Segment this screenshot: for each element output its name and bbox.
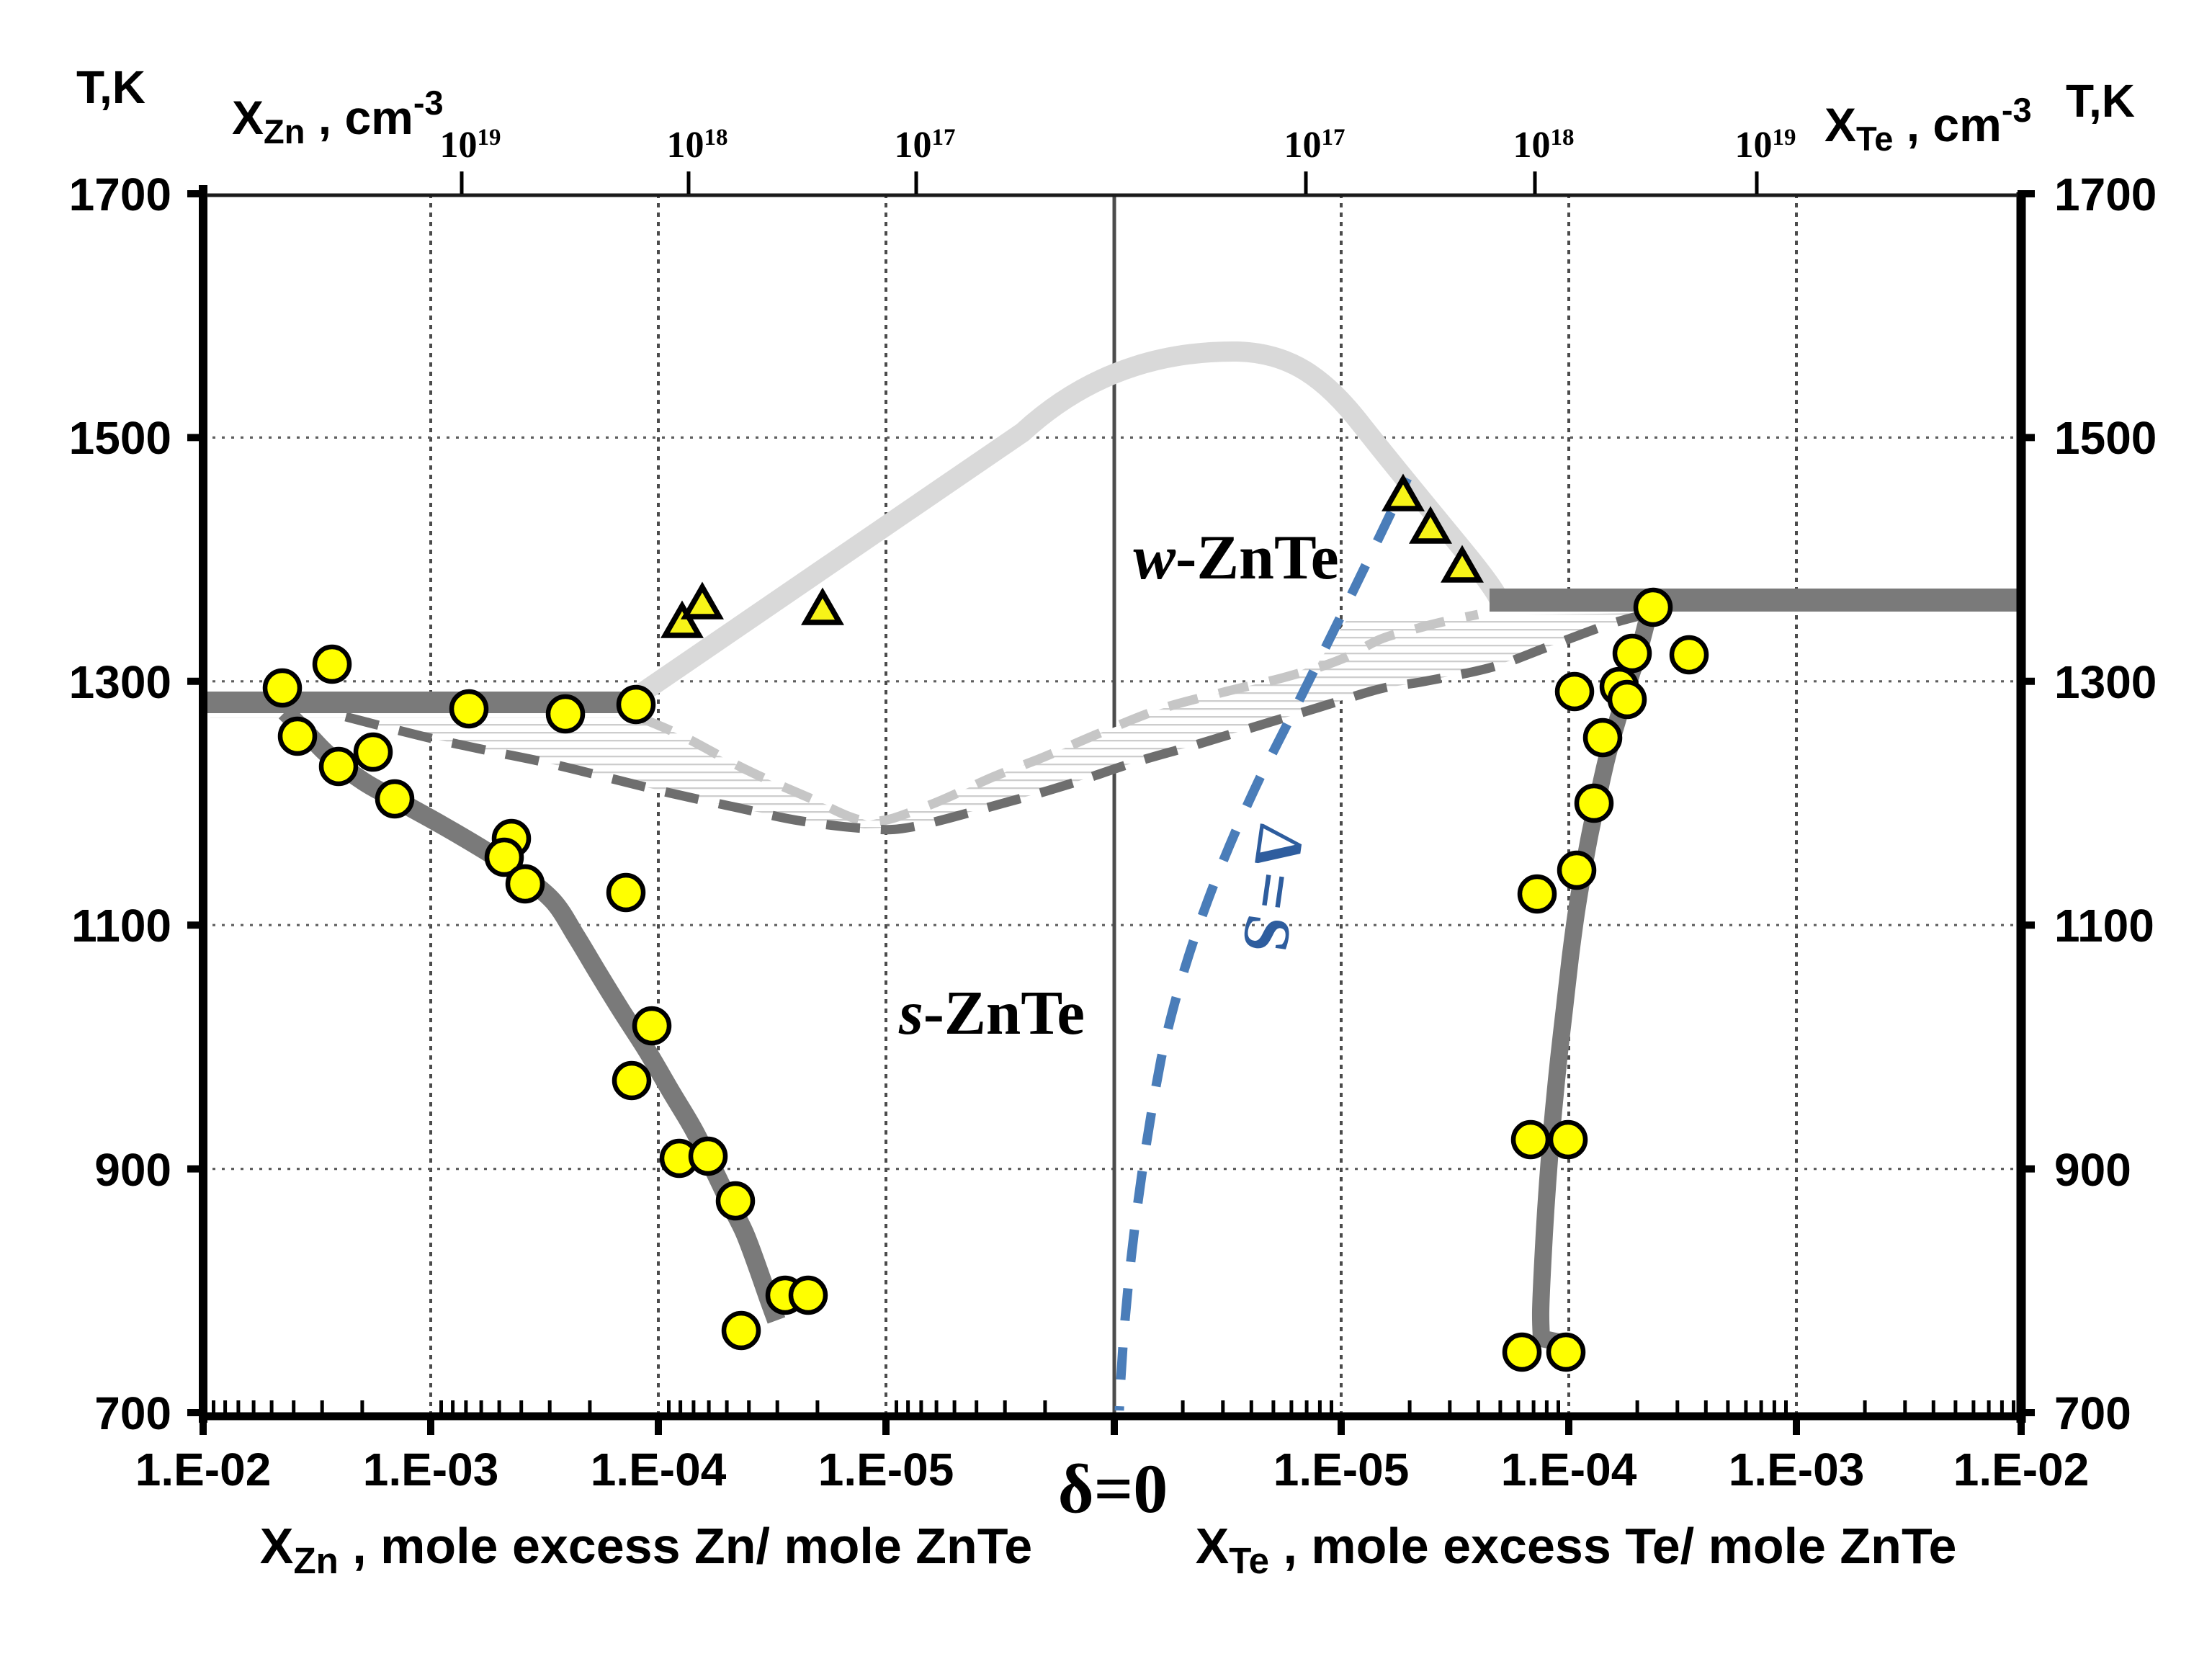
svg-text:1300: 1300: [69, 656, 171, 708]
svg-text:1.E-04: 1.E-04: [1501, 1444, 1637, 1495]
svg-text:1.E-04: 1.E-04: [591, 1444, 727, 1495]
svg-text:1700: 1700: [2054, 169, 2157, 220]
svg-text:900: 900: [94, 1144, 171, 1196]
svg-text:1700: 1700: [69, 169, 171, 220]
svg-text:1300: 1300: [2054, 656, 2157, 708]
svg-text:1.E-03: 1.E-03: [1729, 1444, 1865, 1495]
svg-text:900: 900: [2054, 1144, 2131, 1196]
svg-text:s-ZnTe: s-ZnTe: [898, 978, 1085, 1047]
svg-text:1.E-02: 1.E-02: [1953, 1444, 2090, 1495]
svg-text:T,K: T,K: [2066, 75, 2135, 127]
svg-text:w-ZnTe: w-ZnTe: [1133, 523, 1338, 593]
svg-text:1.E-05: 1.E-05: [1273, 1444, 1410, 1495]
svg-text:1.E-02: 1.E-02: [135, 1444, 272, 1495]
svg-text:1100: 1100: [71, 900, 171, 952]
svg-text:1500: 1500: [69, 412, 171, 464]
svg-text:δ=0: δ=0: [1058, 1450, 1168, 1527]
svg-text:1500: 1500: [2054, 412, 2157, 464]
svg-text:700: 700: [2054, 1387, 2131, 1439]
svg-text:1017: 1017: [895, 125, 956, 166]
svg-text:XZn , mole excess Zn/ mole ZnT: XZn , mole excess Zn/ mole ZnTe: [260, 1518, 1032, 1581]
svg-text:XTe , mole excess Te/ mole ZnT: XTe , mole excess Te/ mole ZnTe: [1196, 1518, 1957, 1581]
svg-text:T,K: T,K: [76, 61, 145, 113]
svg-text:1.E-03: 1.E-03: [363, 1444, 499, 1495]
svg-text:1.E-05: 1.E-05: [818, 1444, 954, 1495]
svg-text:XTe , cm-3: XTe , cm-3: [1824, 91, 2032, 158]
svg-text:1100: 1100: [2054, 900, 2154, 952]
svg-text:XZn , cm-3: XZn , cm-3: [232, 84, 444, 151]
svg-text:700: 700: [94, 1387, 171, 1439]
